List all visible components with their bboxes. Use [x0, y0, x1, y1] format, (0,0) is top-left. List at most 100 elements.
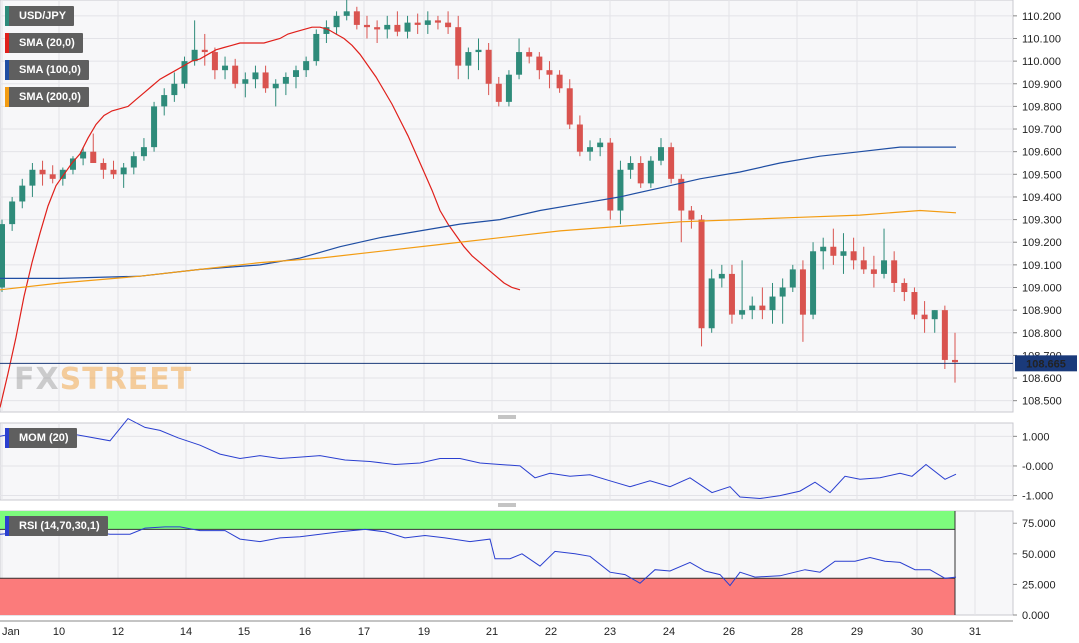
price-tick-label: 110.200 [1022, 11, 1061, 23]
rsi-tick-label: 0.000 [1022, 610, 1050, 622]
candle-body [921, 314, 928, 320]
sma200-line [0, 209, 957, 291]
sma200-swatch [5, 87, 9, 107]
candle-body [293, 70, 300, 77]
mom-panel-label[interactable]: MOM (20) [5, 428, 77, 448]
candle-body [495, 83, 502, 102]
candle-body [445, 22, 452, 28]
candle-body [759, 305, 766, 311]
x-tick-label: 19 [418, 626, 430, 638]
sma100-swatch [5, 60, 9, 80]
candle-body [171, 83, 178, 96]
candle-body [201, 49, 208, 53]
legend-symbol-label: USD/JPY [19, 10, 67, 22]
rsi-tick-label: 50.000 [1022, 549, 1056, 561]
x-tick-label: 31 [969, 626, 981, 638]
candle-body [29, 169, 36, 186]
candle-body [242, 79, 249, 84]
price-tick-label: 109.400 [1022, 192, 1062, 204]
rsi-oversold-zone [0, 578, 955, 615]
candle-body [49, 174, 56, 179]
legend-sma200[interactable]: SMA (200,0) [5, 87, 89, 107]
legend-sma200-label: SMA (200,0) [19, 91, 81, 103]
candle-body [505, 74, 512, 102]
candle-body [323, 27, 330, 34]
candle-body [941, 310, 948, 360]
legend-sma20[interactable]: SMA (20,0) [5, 33, 83, 53]
legend-symbol[interactable]: USD/JPY [5, 6, 75, 26]
candle-body [485, 49, 492, 84]
price-tick-label: 108.500 [1022, 396, 1062, 408]
x-tick-label: 24 [663, 626, 675, 638]
candle-body [100, 162, 107, 170]
candle-body [769, 296, 776, 311]
candle-body [161, 95, 168, 107]
candle-body [9, 201, 16, 225]
candle-body [657, 147, 664, 161]
candle-body [232, 65, 239, 84]
candle-body [901, 282, 908, 293]
candle-body [728, 273, 735, 315]
price-tick-label: 109.700 [1022, 124, 1062, 136]
candle-body [718, 273, 725, 279]
price-tick-label: 108.600 [1022, 373, 1062, 385]
candle-body [191, 49, 198, 62]
candle-body [789, 269, 796, 288]
candle-body [404, 22, 411, 32]
candle-body [516, 52, 523, 75]
last-price-label: 108.665 [1026, 358, 1066, 370]
candle-body [860, 260, 867, 270]
rsi-line [0, 526, 957, 587]
sma100-line [0, 146, 956, 279]
candle-body [931, 310, 938, 320]
price-tick-label: 109.300 [1022, 215, 1062, 227]
price-tick-label: 109.800 [1022, 101, 1062, 113]
candle-body [252, 72, 259, 80]
price-tick-label: 109.000 [1022, 282, 1062, 294]
candle-body [313, 33, 320, 62]
mom-tick-label: -1.000 [1022, 491, 1053, 503]
candle-body [708, 278, 715, 329]
candle-body [303, 61, 310, 71]
candle-body [607, 142, 614, 211]
legend-sma100[interactable]: SMA (100,0) [5, 60, 89, 80]
candle-body [668, 147, 675, 179]
price-tick-label: 109.200 [1022, 237, 1062, 249]
candle-body [526, 52, 533, 57]
price-tick-label: 109.600 [1022, 147, 1062, 159]
candle-body [739, 310, 746, 315]
x-tick-label: 12 [112, 626, 124, 638]
candle-body [282, 76, 289, 84]
candle-body [181, 61, 188, 84]
x-tick-label: 22 [545, 626, 557, 638]
rsi-overbought-zone [0, 511, 955, 530]
price-tick-label: 110.100 [1022, 33, 1061, 45]
candle-body [870, 269, 877, 274]
candle-body [151, 106, 158, 148]
fxstreet-watermark: FXSTREET [14, 362, 193, 397]
candle-body [891, 260, 898, 283]
candle-body [830, 246, 837, 256]
price-tick-label: 108.800 [1022, 328, 1062, 340]
price-panel-background [0, 0, 1014, 413]
candle-body [475, 49, 482, 53]
x-tick-label: 14 [180, 626, 192, 638]
candle-body [19, 185, 26, 202]
candle-body [465, 52, 472, 66]
candle-body [820, 246, 827, 252]
price-tick-label: 109.900 [1022, 79, 1062, 91]
candle-body [810, 251, 817, 315]
candle-body [272, 83, 279, 89]
x-tick-label: 23 [604, 626, 616, 638]
price-tick-label: 109.500 [1022, 169, 1062, 181]
candle-body [597, 142, 604, 148]
rsi-swatch [5, 516, 9, 536]
candle-body [434, 20, 441, 23]
rsi-label-text: RSI (14,70,30,1) [19, 520, 100, 532]
rsi-panel-label[interactable]: RSI (14,70,30,1) [5, 516, 108, 536]
rsi-tick-label: 75.000 [1022, 518, 1056, 530]
x-tick-label: 16 [299, 626, 311, 638]
mom-tick-label: -0.000 [1022, 461, 1053, 473]
x-tick-label: 17 [358, 626, 370, 638]
